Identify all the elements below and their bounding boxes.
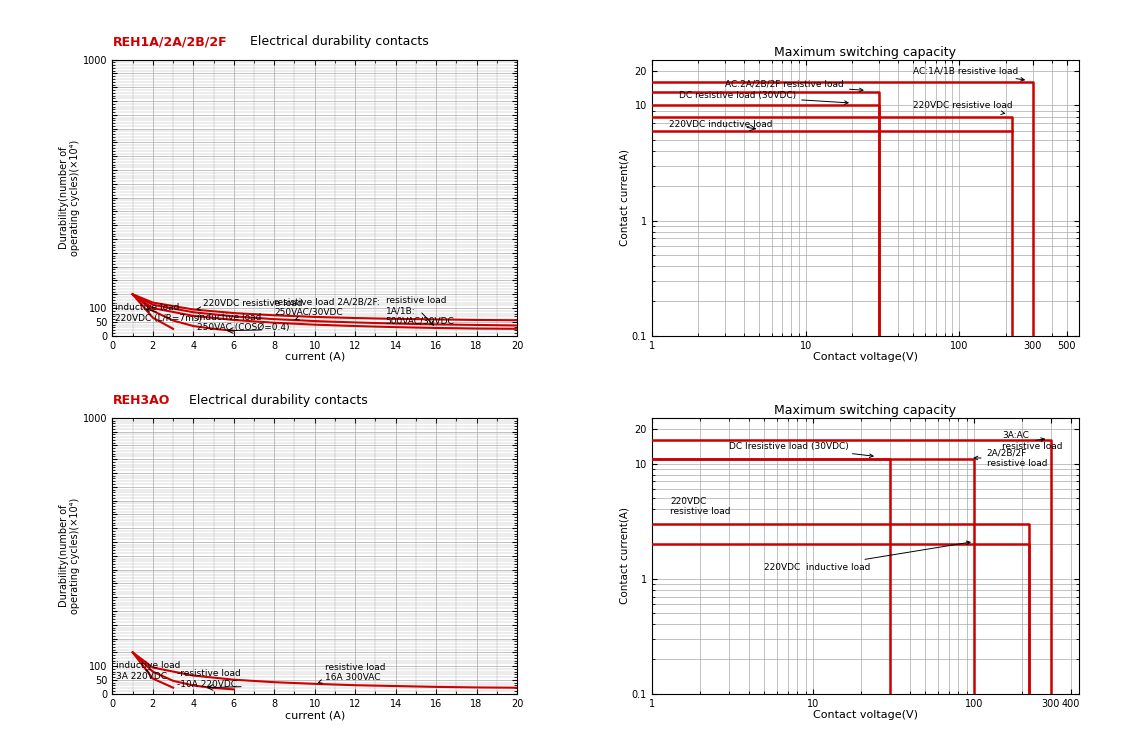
- Text: -resistive load
-10A 220VDC: -resistive load -10A 220VDC: [178, 669, 241, 689]
- Text: AC:1A/1B resistive load: AC:1A/1B resistive load: [913, 66, 1024, 81]
- Text: inductive load
220VDC (L/R=7ms): inductive load 220VDC (L/R=7ms): [116, 303, 202, 322]
- Y-axis label: Contact current(A): Contact current(A): [619, 149, 629, 246]
- Text: DC resistive load (30VDC): DC resistive load (30VDC): [679, 92, 849, 104]
- Text: REH3AO: REH3AO: [112, 394, 170, 407]
- Title: Maximum switching capacity: Maximum switching capacity: [774, 404, 957, 416]
- Text: inductive load
3A 220VDC: inductive load 3A 220VDC: [117, 661, 181, 680]
- X-axis label: current (A): current (A): [284, 710, 345, 720]
- Text: 2A/2B/2F
resistive load: 2A/2B/2F resistive load: [975, 449, 1048, 468]
- Text: DC Iresistive load (30VDC): DC Iresistive load (30VDC): [728, 442, 873, 457]
- Text: 220VDC resistive load: 220VDC resistive load: [913, 101, 1013, 115]
- Text: Electrical durability contacts: Electrical durability contacts: [189, 394, 368, 407]
- Text: 220VDC  inductive load: 220VDC inductive load: [764, 541, 970, 571]
- Text: 220VDC inductive load: 220VDC inductive load: [670, 119, 773, 128]
- Title: Maximum switching capacity: Maximum switching capacity: [774, 46, 957, 58]
- X-axis label: Contact voltage(V): Contact voltage(V): [813, 352, 918, 362]
- Y-axis label: Durability(number of
operating cycles)(×10⁴): Durability(number of operating cycles)(×…: [58, 140, 80, 256]
- Text: inductive load
250VAC (COSØ=0.4): inductive load 250VAC (COSØ=0.4): [198, 313, 290, 332]
- X-axis label: current (A): current (A): [284, 352, 345, 362]
- Text: resistive load
16A 300VAC: resistive load 16A 300VAC: [318, 662, 386, 683]
- Y-axis label: Contact current(A): Contact current(A): [619, 507, 629, 604]
- Text: resistive load
1A/1B:
500VAC/30VDC: resistive load 1A/1B: 500VAC/30VDC: [386, 296, 454, 326]
- Text: AC:2A/2B/2F resistive load: AC:2A/2B/2F resistive load: [725, 80, 863, 92]
- Text: Electrical durability contacts: Electrical durability contacts: [250, 36, 428, 48]
- Text: 220VDC resistive load: 220VDC resistive load: [197, 299, 303, 310]
- Y-axis label: Durability(number of
operating cycles)(×10⁴): Durability(number of operating cycles)(×…: [58, 498, 80, 614]
- Text: resistive load 2A/2B/2F:
250VAC/30VDC: resistive load 2A/2B/2F: 250VAC/30VDC: [274, 298, 380, 320]
- Text: REH1A/2A/2B/2F: REH1A/2A/2B/2F: [112, 36, 227, 48]
- X-axis label: Contact voltage(V): Contact voltage(V): [813, 710, 918, 720]
- Text: 220VDC
resistive load: 220VDC resistive load: [670, 497, 731, 516]
- Text: 3A:AC
resistive load: 3A:AC resistive load: [1003, 431, 1062, 451]
